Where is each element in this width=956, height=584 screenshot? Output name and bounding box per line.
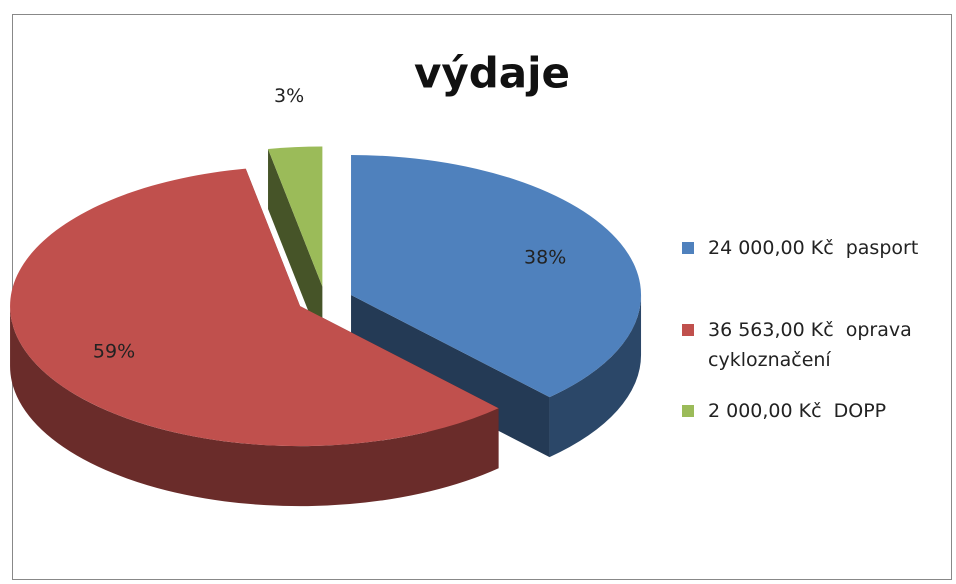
legend-entry: 24 000,00 Kč pasport	[682, 233, 956, 263]
legend-label: 24 000,00 Kč pasport	[708, 237, 919, 259]
slice-tops	[10, 146, 642, 447]
slice-side	[10, 306, 499, 507]
data-label: 59%	[93, 340, 135, 362]
data-label: 38%	[524, 246, 566, 268]
slice-side	[549, 295, 642, 458]
slice-side	[351, 295, 550, 458]
slice	[10, 168, 499, 447]
chart-title: výdaje	[414, 49, 570, 98]
slice	[268, 146, 323, 287]
legend-swatch	[682, 242, 694, 254]
slice	[351, 155, 642, 398]
slice-side	[268, 149, 323, 347]
data-label: 3%	[274, 85, 304, 107]
legend-entry: 36 563,00 Kč oprava cykloznačení	[682, 315, 956, 375]
legend-entry: 2 000,00 Kč DOPP	[682, 396, 956, 426]
legend-label: 36 563,00 Kč oprava cykloznačení	[708, 319, 918, 371]
legend-label: 2 000,00 Kč DOPP	[708, 400, 887, 422]
legend-swatch	[682, 405, 694, 417]
legend-swatch	[682, 324, 694, 336]
